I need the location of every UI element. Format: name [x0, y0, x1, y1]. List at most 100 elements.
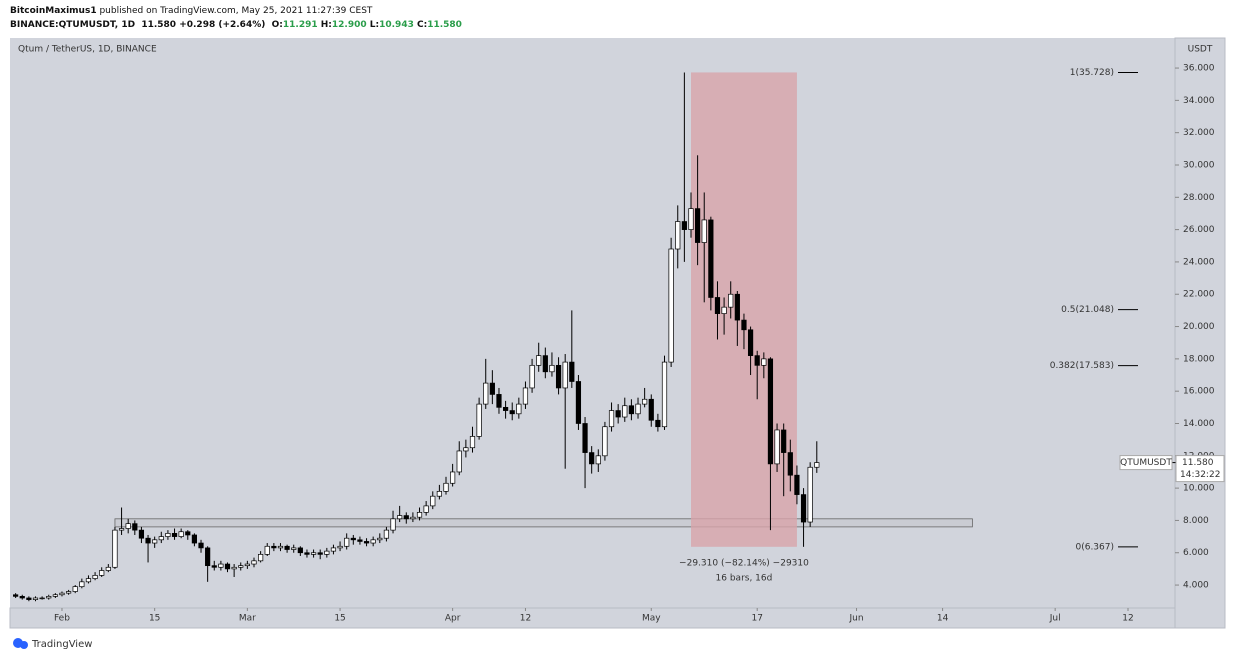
candle-body: [224, 563, 231, 570]
candle-body: [767, 358, 774, 465]
y-tick-label: 18.000: [1183, 354, 1215, 364]
candle-body: [708, 219, 714, 298]
candle-body: [529, 364, 535, 389]
support-zone: [114, 518, 973, 528]
candle-body: [324, 550, 330, 555]
candle-body: [661, 361, 668, 428]
x-tick-label: Feb: [54, 614, 70, 624]
candle-body: [231, 566, 237, 570]
y-tick-label: 16.000: [1183, 387, 1215, 397]
candle-body: [65, 591, 72, 594]
candle-body: [747, 329, 754, 356]
candle-body: [688, 208, 694, 230]
candle-body: [807, 466, 813, 523]
y-tick-label: 8.000: [1183, 516, 1209, 526]
y-tick-label: 26.000: [1183, 225, 1215, 235]
candle-body: [648, 398, 654, 421]
candle-body: [555, 364, 562, 389]
x-tick-label: Apr: [445, 614, 461, 624]
candle-body: [781, 429, 787, 453]
x-tick-label: Jun: [848, 614, 863, 624]
candle-body: [363, 541, 370, 544]
candle-body: [502, 406, 509, 411]
change: +0.298 (+2.64%): [179, 20, 266, 30]
symbol-label: QTUMUSDT: [1120, 458, 1172, 468]
candle-body: [635, 403, 641, 415]
y-tick-label: 36.000: [1183, 64, 1215, 74]
candle-body: [681, 221, 687, 230]
candle-body: [72, 586, 78, 592]
candle-body: [800, 494, 807, 523]
candle-body: [668, 248, 674, 363]
c-label: C:: [416, 20, 428, 30]
header-line-2: BINANCE:QTUMUSDT, 1D 11.580 +0.298 (+2.6…: [10, 20, 462, 30]
candle-body: [39, 597, 45, 600]
y-tick-label: 20.000: [1183, 322, 1215, 332]
candle-body: [589, 452, 595, 465]
fib-label: 0(6.367): [1075, 542, 1114, 552]
candle-body: [244, 563, 250, 567]
candle-body: [191, 534, 198, 544]
x-tick-label: 12: [1122, 614, 1133, 624]
candle-body: [198, 542, 204, 549]
candle-body: [59, 592, 65, 596]
candle-body: [13, 594, 19, 597]
candle-body: [602, 426, 608, 457]
candle-body: [152, 539, 158, 544]
candle-body: [171, 533, 178, 537]
candle-body: [549, 364, 555, 373]
candle-body: [443, 482, 449, 492]
candle-body: [125, 523, 131, 529]
candle-body: [218, 563, 224, 568]
candle-body: [721, 306, 727, 314]
candle-body: [423, 505, 429, 513]
candle-body: [728, 293, 734, 308]
candle-body: [297, 547, 303, 554]
candle-body: [251, 560, 257, 565]
candle-body: [317, 552, 323, 555]
candle-body: [410, 516, 416, 520]
last: 11.580: [141, 20, 177, 30]
branding: TradingView: [31, 639, 92, 650]
candle-body: [344, 537, 350, 547]
y-tick-label: 34.000: [1183, 96, 1215, 106]
o: 11.291: [282, 20, 318, 30]
candle-body: [211, 565, 217, 568]
candle-body: [158, 536, 164, 541]
fib-label: 0.382(17.583): [1050, 361, 1114, 371]
x-tick-label: 17: [751, 614, 762, 624]
y-tick-label: 10.000: [1183, 484, 1215, 494]
candle-body: [608, 410, 615, 428]
candle-body: [450, 471, 456, 484]
logo: TradingView: [13, 638, 92, 650]
candle-body: [695, 208, 701, 243]
candle-body: [205, 547, 211, 567]
candle-body: [165, 533, 171, 537]
candle-body: [416, 512, 423, 518]
h: 12.900: [331, 20, 367, 30]
h-label: H:: [320, 20, 332, 30]
time-axis: [9, 607, 1176, 629]
candle-body: [390, 518, 396, 531]
candle-body: [145, 537, 151, 544]
candle-body: [754, 355, 760, 366]
header-line-1: BitcoinMaximus1 published on TradingView…: [10, 6, 372, 16]
chart-title: Qtum / TetherUS, 1D, BINANCE: [18, 45, 157, 55]
candle-body: [701, 219, 707, 243]
candle-body: [761, 358, 767, 366]
y-axis-label: USDT: [1188, 45, 1213, 55]
candle-body: [516, 403, 522, 415]
candle-body: [397, 515, 403, 520]
y-tick-label: 22.000: [1183, 290, 1215, 300]
candle-body: [26, 597, 32, 600]
candle-body: [575, 381, 582, 424]
price-axis: [1174, 37, 1226, 629]
candle-body: [92, 575, 98, 579]
candle-body: [178, 531, 184, 537]
y-tick-label: 30.000: [1183, 160, 1215, 170]
candle-body: [628, 405, 634, 415]
candle-body: [463, 447, 469, 452]
candle-body: [436, 491, 442, 497]
c: 11.580: [427, 20, 462, 30]
